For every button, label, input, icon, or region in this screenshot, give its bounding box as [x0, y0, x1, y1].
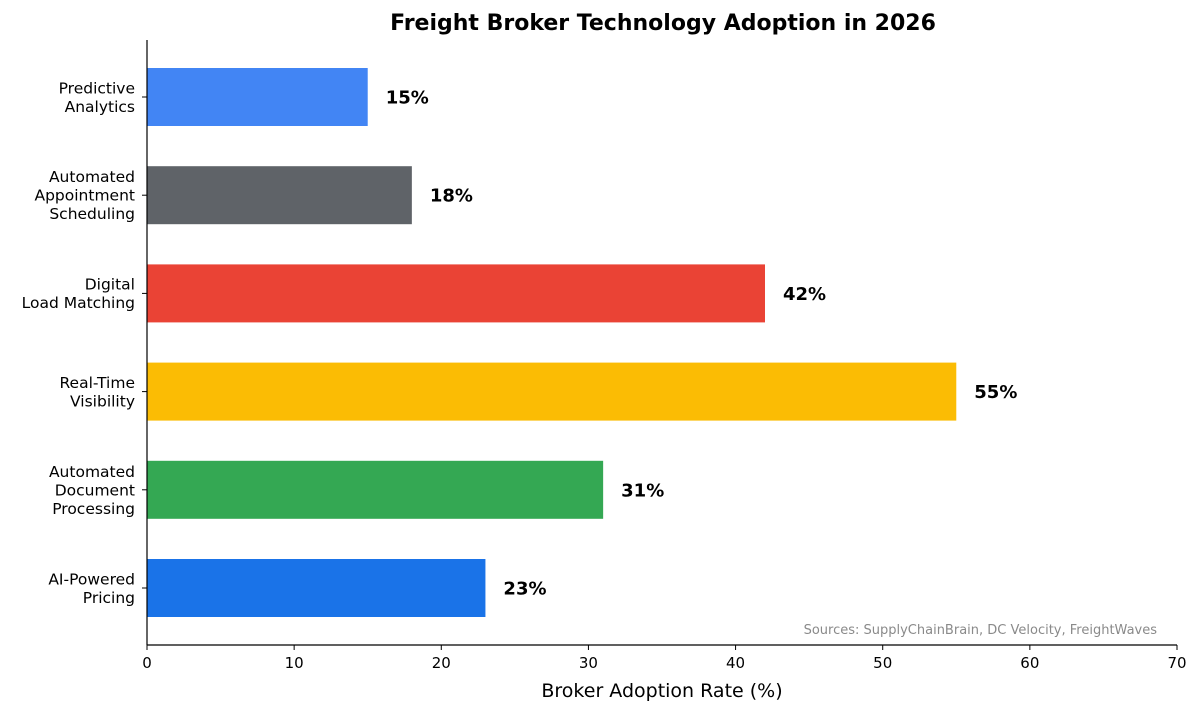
- category-label: AI-Powered Pricing: [48, 570, 135, 607]
- category-label: Predictive Analytics: [59, 79, 135, 116]
- category-label: Digital Load Matching: [22, 276, 135, 313]
- chart-title: Freight Broker Technology Adoption in 20…: [390, 11, 936, 36]
- bar: [147, 166, 412, 225]
- x-tick-label: 70: [1167, 654, 1186, 672]
- category-label: Automated Appointment Scheduling: [34, 168, 135, 223]
- value-label: 42%: [783, 284, 826, 305]
- bar: [147, 68, 368, 126]
- value-label: 15%: [386, 88, 429, 109]
- value-label: 31%: [621, 480, 664, 501]
- x-tick-label: 50: [873, 654, 892, 672]
- value-label: 18%: [430, 186, 473, 207]
- sources-annotation: Sources: SupplyChainBrain, DC Velocity, …: [804, 623, 1158, 638]
- x-tick-label: 40: [726, 654, 745, 672]
- category-label: Real-Time Visibility: [59, 374, 135, 411]
- bar: [147, 460, 604, 519]
- x-tick-label: 0: [142, 654, 152, 672]
- x-tick-label: 10: [285, 654, 304, 672]
- category-label: Automated Document Processing: [49, 463, 135, 518]
- bar: [147, 264, 765, 323]
- x-tick-label: 60: [1020, 654, 1039, 672]
- x-axis-label: Broker Adoption Rate (%): [541, 680, 782, 702]
- value-label: 55%: [974, 382, 1017, 403]
- value-label: 23%: [503, 579, 546, 600]
- bar: [147, 559, 486, 617]
- bar: [147, 362, 957, 421]
- x-tick-label: 30: [579, 654, 598, 672]
- x-tick-label: 20: [432, 654, 451, 672]
